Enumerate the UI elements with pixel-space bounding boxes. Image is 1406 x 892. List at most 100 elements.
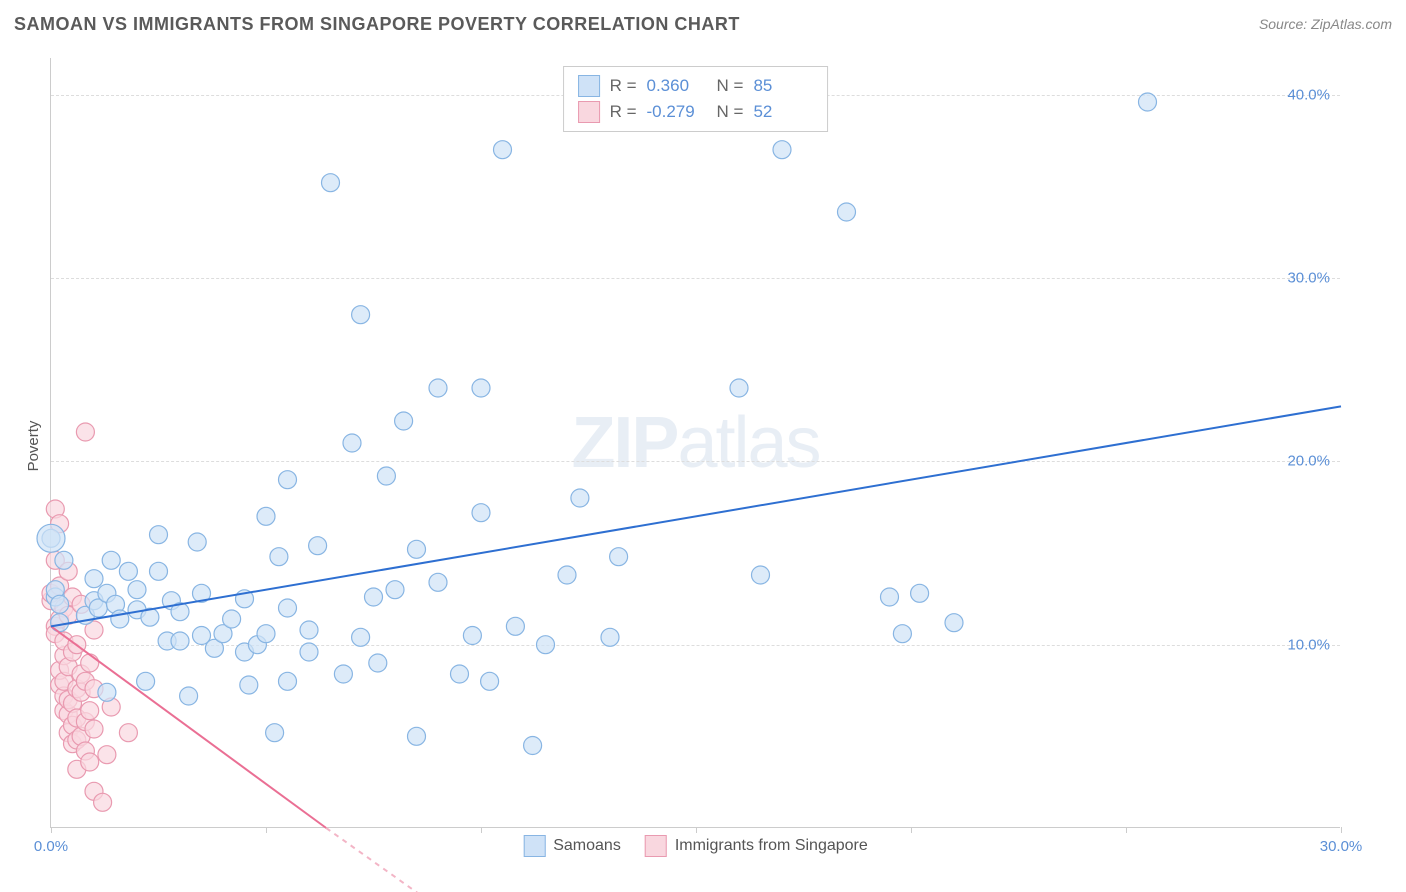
scatter-point xyxy=(81,654,99,672)
scatter-point xyxy=(408,540,426,558)
scatter-point xyxy=(171,632,189,650)
y-tick-label: 10.0% xyxy=(1287,636,1330,653)
scatter-point xyxy=(472,504,490,522)
scatter-point xyxy=(180,687,198,705)
chart-svg xyxy=(51,58,1340,827)
scatter-point xyxy=(279,599,297,617)
scatter-point xyxy=(322,174,340,192)
scatter-point xyxy=(494,141,512,159)
scatter-point xyxy=(893,625,911,643)
x-tick-mark xyxy=(51,827,52,833)
scatter-point xyxy=(537,636,555,654)
n-value-samoans: 85 xyxy=(753,76,813,96)
y-tick-label: 20.0% xyxy=(1287,453,1330,470)
x-tick-mark xyxy=(696,827,697,833)
scatter-point xyxy=(266,724,284,742)
swatch-singapore-icon xyxy=(645,835,667,857)
scatter-point xyxy=(309,537,327,555)
scatter-point xyxy=(773,141,791,159)
x-tick-label: 30.0% xyxy=(1320,838,1363,855)
x-tick-mark xyxy=(911,827,912,833)
scatter-point xyxy=(506,617,524,635)
n-label: N = xyxy=(717,76,744,96)
scatter-point xyxy=(395,412,413,430)
y-tick-label: 40.0% xyxy=(1287,86,1330,103)
scatter-point xyxy=(352,628,370,646)
scatter-point xyxy=(257,625,275,643)
swatch-singapore-icon xyxy=(578,101,600,123)
scatter-point xyxy=(463,627,481,645)
scatter-point xyxy=(85,570,103,588)
scatter-point xyxy=(429,573,447,591)
plot-area: ZIPatlas R = 0.360 N = 85 R = -0.279 N =… xyxy=(50,58,1340,828)
y-axis-label: Poverty xyxy=(25,421,42,472)
scatter-point xyxy=(81,753,99,771)
scatter-point xyxy=(730,379,748,397)
scatter-point xyxy=(945,614,963,632)
source-label: Source: ZipAtlas.com xyxy=(1259,16,1392,32)
legend-item-samoans: Samoans xyxy=(523,835,621,857)
scatter-point xyxy=(352,306,370,324)
x-tick-mark xyxy=(266,827,267,833)
r-label: R = xyxy=(610,102,637,122)
scatter-point xyxy=(55,551,73,569)
scatter-point xyxy=(279,672,297,690)
scatter-point xyxy=(98,746,116,764)
scatter-point xyxy=(481,672,499,690)
scatter-point xyxy=(601,628,619,646)
scatter-point xyxy=(128,581,146,599)
n-label: N = xyxy=(717,102,744,122)
scatter-point xyxy=(223,610,241,628)
scatter-point xyxy=(429,379,447,397)
scatter-point xyxy=(188,533,206,551)
trend-line xyxy=(326,828,481,892)
scatter-point xyxy=(119,562,137,580)
scatter-point xyxy=(610,548,628,566)
scatter-point xyxy=(85,720,103,738)
scatter-point xyxy=(558,566,576,584)
x-tick-mark xyxy=(481,827,482,833)
scatter-point xyxy=(377,467,395,485)
scatter-point xyxy=(571,489,589,507)
scatter-point xyxy=(369,654,387,672)
scatter-point xyxy=(408,727,426,745)
n-value-singapore: 52 xyxy=(753,102,813,122)
legend-label-singapore: Immigrants from Singapore xyxy=(675,837,868,855)
bottom-legend: Samoans Immigrants from Singapore xyxy=(523,835,868,857)
scatter-point xyxy=(98,683,116,701)
scatter-point xyxy=(270,548,288,566)
scatter-point xyxy=(752,566,770,584)
swatch-samoans-icon xyxy=(578,75,600,97)
trend-line xyxy=(51,406,1341,626)
scatter-point xyxy=(240,676,258,694)
r-value-samoans: 0.360 xyxy=(647,76,707,96)
scatter-point xyxy=(94,793,112,811)
scatter-point xyxy=(911,584,929,602)
scatter-point xyxy=(881,588,899,606)
scatter-point xyxy=(365,588,383,606)
x-tick-mark xyxy=(1341,827,1342,833)
scatter-point xyxy=(838,203,856,221)
scatter-point xyxy=(81,702,99,720)
scatter-point xyxy=(257,507,275,525)
chart-title: SAMOAN VS IMMIGRANTS FROM SINGAPORE POVE… xyxy=(14,14,740,35)
r-value-singapore: -0.279 xyxy=(647,102,707,122)
scatter-point xyxy=(102,551,120,569)
scatter-point xyxy=(279,471,297,489)
scatter-point xyxy=(1139,93,1157,111)
legend-label-samoans: Samoans xyxy=(553,837,621,855)
scatter-point xyxy=(451,665,469,683)
x-tick-mark xyxy=(1126,827,1127,833)
scatter-point xyxy=(137,672,155,690)
scatter-point xyxy=(51,595,69,613)
scatter-point xyxy=(37,524,65,552)
scatter-point xyxy=(150,562,168,580)
scatter-point xyxy=(76,423,94,441)
stats-legend-box: R = 0.360 N = 85 R = -0.279 N = 52 xyxy=(563,66,829,132)
swatch-samoans-icon xyxy=(523,835,545,857)
stats-row-singapore: R = -0.279 N = 52 xyxy=(578,99,814,125)
x-tick-label: 0.0% xyxy=(34,838,68,855)
chart-container: SAMOAN VS IMMIGRANTS FROM SINGAPORE POVE… xyxy=(0,0,1406,892)
r-label: R = xyxy=(610,76,637,96)
header: SAMOAN VS IMMIGRANTS FROM SINGAPORE POVE… xyxy=(0,0,1406,48)
